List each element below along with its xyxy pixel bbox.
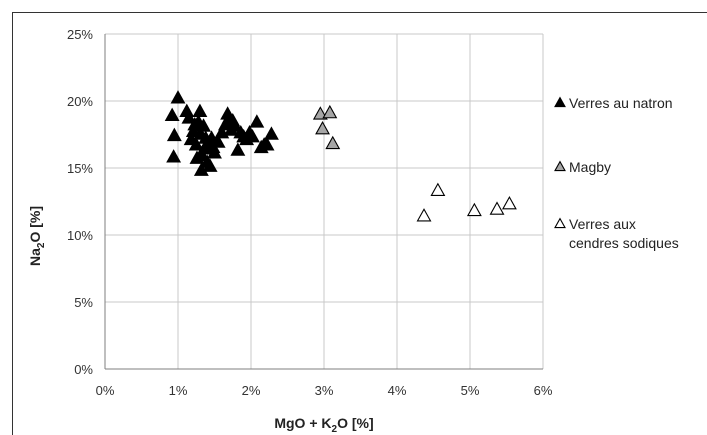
data-point-filled-triangle xyxy=(259,137,275,151)
data-point-filled-triangle xyxy=(194,147,210,162)
data-point-filled-triangle xyxy=(202,158,218,172)
data-point-grey-triangle xyxy=(322,104,338,119)
legend-label: Magby xyxy=(569,159,611,175)
data-point-open-triangle xyxy=(489,201,505,215)
x-tick-label: 2% xyxy=(242,383,261,398)
y-axis-label: Na2O [%] xyxy=(27,206,47,266)
data-point-open-triangle xyxy=(501,196,517,210)
legend-marker-grey-triangle xyxy=(554,160,566,172)
legend-marker-filled-triangle xyxy=(554,96,566,108)
x-tick-label: 4% xyxy=(388,383,407,398)
data-point-filled-triangle xyxy=(188,137,204,151)
legend-label: cendres sodiques xyxy=(569,235,679,251)
x-tick-label: 1% xyxy=(169,383,188,398)
x-axis-label-main: MgO + K xyxy=(274,415,331,431)
x-tick-label: 6% xyxy=(534,383,553,398)
x-tick-label: 3% xyxy=(315,383,334,398)
data-point-filled-triangle xyxy=(192,103,208,117)
legend-marker-open-triangle xyxy=(554,217,566,229)
data-point-filled-triangle xyxy=(170,90,186,104)
y-axis-label-sub: 2 xyxy=(36,242,47,248)
data-points xyxy=(164,90,517,222)
y-tick-label: 25% xyxy=(67,27,93,42)
legend: Verres au natron Magby Verres aux cendres s… xyxy=(554,95,679,251)
y-tick-label: 0% xyxy=(74,362,93,377)
y-axis-label-tail: O [%] xyxy=(27,206,43,243)
data-point-open-triangle xyxy=(416,208,432,222)
x-axis-label: MgO + K2O [%] xyxy=(274,415,373,435)
data-point-filled-triangle xyxy=(210,134,226,148)
data-point-filled-triangle xyxy=(196,118,211,132)
legend-label: Verres au natron xyxy=(569,95,673,111)
x-axis-label-sub: 2 xyxy=(332,424,338,435)
y-axis-label-main: Na xyxy=(27,248,43,266)
data-point-filled-triangle xyxy=(166,127,182,142)
data-point-filled-triangle xyxy=(185,123,201,138)
data-point-grey-triangle xyxy=(315,120,330,135)
grid-lines xyxy=(105,33,544,369)
x-tick-label: 0% xyxy=(96,383,115,398)
data-point-filled-triangle xyxy=(249,114,265,128)
frame-top-border xyxy=(12,12,707,13)
data-point-open-triangle xyxy=(430,182,446,197)
data-point-filled-triangle xyxy=(227,118,243,132)
y-tick-label: 5% xyxy=(74,295,93,310)
y-tick-label: 10% xyxy=(67,228,93,243)
data-point-filled-triangle xyxy=(245,129,260,143)
data-point-filled-triangle xyxy=(166,149,182,163)
x-tick-label: 5% xyxy=(461,383,480,398)
data-point-filled-triangle xyxy=(207,145,222,159)
x-axis-label-tail: O [%] xyxy=(337,415,374,431)
data-point-filled-triangle xyxy=(264,126,279,140)
y-tick-label: 15% xyxy=(67,161,93,176)
axes: 0% 1% 2% 3% 4% 5% 6% 0% 5% 10% 15% 20% 25% xyxy=(67,27,553,398)
frame-left-border xyxy=(12,12,13,435)
legend-label: Verres aux xyxy=(569,216,636,232)
data-point-filled-triangle xyxy=(181,110,197,124)
data-point-grey-triangle xyxy=(325,135,341,150)
data-point-filled-triangle xyxy=(230,142,246,156)
data-point-filled-triangle xyxy=(164,107,180,121)
y-tick-label: 20% xyxy=(67,94,93,109)
data-point-open-triangle xyxy=(466,202,482,217)
